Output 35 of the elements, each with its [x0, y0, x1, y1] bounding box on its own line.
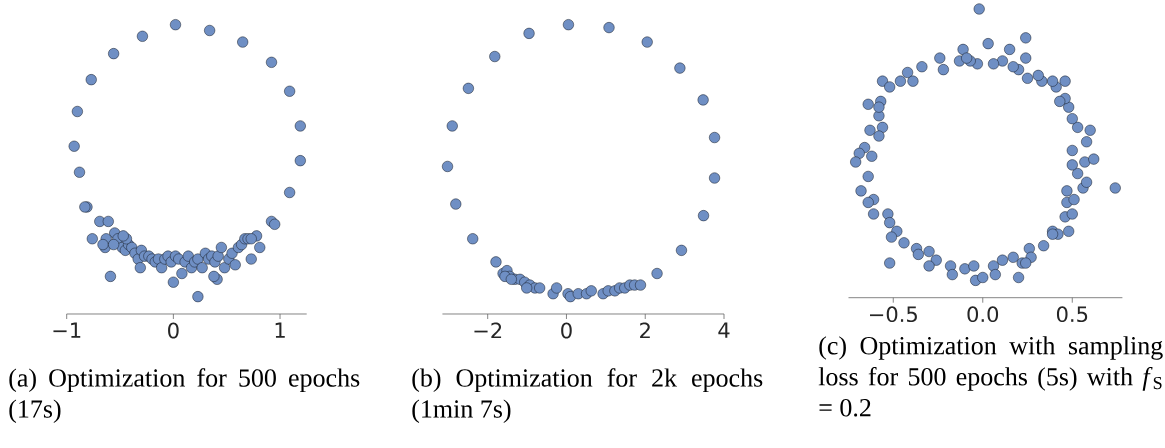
point	[635, 279, 647, 291]
point	[446, 120, 458, 132]
point	[641, 36, 653, 48]
x-tick-label: 1	[275, 322, 285, 338]
point	[467, 233, 479, 245]
x-tick-label: 0	[561, 322, 572, 339]
point	[585, 285, 597, 297]
point	[603, 22, 615, 34]
point	[697, 94, 709, 106]
x-tick-label: −1	[53, 322, 81, 338]
point	[534, 282, 546, 294]
point	[442, 160, 454, 172]
point	[651, 268, 663, 279]
point	[675, 244, 687, 256]
point	[709, 172, 721, 184]
x-tick-label: −0.5	[869, 306, 917, 323]
x-tick-label: 0	[168, 322, 179, 339]
x-tick-label: −2	[474, 322, 502, 339]
point	[551, 282, 563, 294]
chart-title: (c) Optimization with sampling loss for 500 epochs (5s) with f$_{S}$ = 0.2	[818, 336, 1163, 417]
x-tick-label: 0.0	[967, 306, 999, 323]
text: (a) Optimization for 500 epochs (17s)	[9, 368, 360, 424]
point	[698, 210, 710, 222]
point	[490, 256, 502, 268]
point	[489, 51, 501, 63]
point	[523, 27, 535, 39]
point	[674, 62, 686, 74]
x-tick-label: 0.5	[1056, 306, 1088, 323]
point	[450, 198, 462, 210]
point	[709, 132, 721, 144]
point	[462, 82, 474, 94]
point	[562, 19, 574, 31]
x-tick-label: 4	[718, 322, 730, 338]
x-tick-label: 2	[640, 322, 650, 339]
text: (b) Optimization for 2k epochs (1min 7s)	[412, 368, 763, 424]
